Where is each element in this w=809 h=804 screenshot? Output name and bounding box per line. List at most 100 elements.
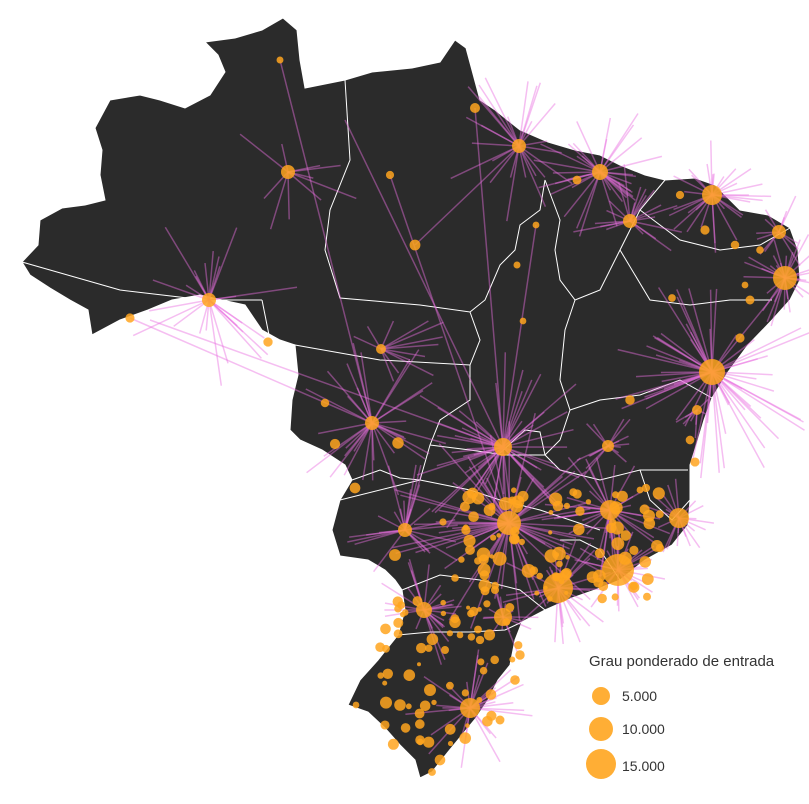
city-node [365,416,379,430]
network-link [392,522,510,549]
network-link [132,299,210,337]
city-node [548,510,554,515]
city-node [505,603,515,612]
city-node [441,646,449,654]
network-link [437,406,504,448]
network-link [287,171,357,200]
network-link [380,348,411,361]
network-link [404,529,457,543]
network-link [152,279,210,301]
city-node [496,533,502,538]
city-node [611,593,619,601]
city-node [461,689,469,697]
legend-label: 5.000 [622,688,658,704]
city-node [594,548,605,559]
city-node [547,596,553,602]
city-node [405,703,412,710]
network-link [541,509,611,521]
network-link [329,422,373,478]
city-node [480,586,490,596]
network-link [599,509,611,578]
network-link [471,142,520,147]
city-node [556,560,563,568]
city-node [559,569,572,581]
network-link [413,522,510,526]
city-node [641,573,654,585]
city-node [515,650,525,660]
network-link [164,226,210,301]
network-link [208,286,298,301]
city-node [477,658,485,666]
network-link [688,288,713,373]
city-node [611,537,625,551]
network-link [711,371,766,449]
network-link [389,174,510,524]
city-node [393,629,403,639]
city-node [376,344,386,354]
network-link [360,352,373,424]
network-link [478,84,520,147]
city-node [434,754,446,766]
network-link [629,220,682,233]
network-link [129,317,373,424]
city-node [446,681,454,690]
network-link [400,494,510,524]
city-node [510,675,520,685]
city-node [449,616,461,628]
city-nodes [125,56,797,776]
network-link [404,464,417,531]
network-link [538,171,601,189]
city-node [329,438,341,450]
network-link [502,446,561,506]
city-node [281,165,295,179]
city-node [756,246,764,254]
network-link [435,521,510,524]
network-link [446,446,504,529]
city-node [416,602,432,618]
network-link [404,524,458,531]
network-link [502,373,542,448]
city-node [518,538,525,546]
city-node [468,511,479,522]
city-node [419,700,431,712]
city-node [636,486,644,494]
city-node [700,225,710,235]
network-link [533,159,601,173]
city-node [447,740,454,747]
city-node [643,592,651,601]
network-link [371,422,447,445]
legend: Grau ponderado de entrada 5.000 10.000 1… [586,653,804,779]
city-node [548,530,553,535]
city-node [423,736,435,748]
network-link [371,349,420,424]
city-node [440,599,447,606]
network-link [354,529,406,546]
network-link [711,371,805,431]
city-node [549,492,563,506]
network-link [629,220,672,252]
city-node [380,623,391,635]
city-node [509,656,516,663]
network-link [508,502,586,524]
network-link [387,465,406,531]
city-node [456,631,464,639]
network-link [414,145,520,246]
city-node [426,633,439,646]
legend-label: 15.000 [622,758,665,774]
city-node [572,175,582,185]
network-link [629,204,678,222]
network-link [495,382,504,448]
city-node [512,139,526,153]
network-link [518,85,538,147]
city-node [643,517,656,530]
city-node [415,719,425,729]
network-link [306,422,373,474]
network-link [617,348,713,373]
network-link [518,103,556,147]
network-link [208,299,265,339]
network-link [419,394,504,448]
city-node [491,581,499,590]
network-link [208,299,244,333]
city-node [490,655,500,665]
